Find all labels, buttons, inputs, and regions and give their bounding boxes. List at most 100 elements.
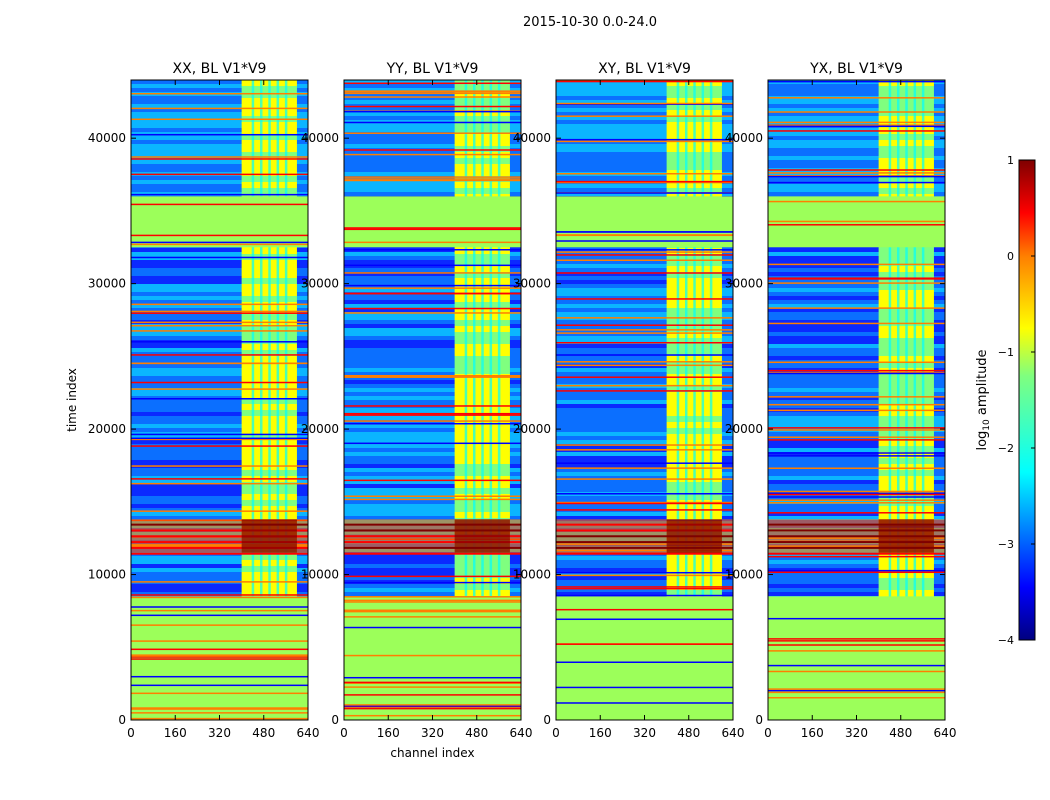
bright-line <box>768 552 945 555</box>
time-line <box>768 696 945 699</box>
heatmap-row <box>768 248 945 252</box>
time-line <box>768 640 945 642</box>
time-line <box>344 626 521 629</box>
time-line <box>556 180 733 183</box>
heatmap-row <box>768 480 945 484</box>
heatmap-row <box>344 336 521 340</box>
time-line <box>768 172 945 174</box>
bright-line <box>344 529 521 532</box>
heatmap-row <box>131 160 308 164</box>
time-line <box>768 569 945 572</box>
heatmap-row <box>556 576 733 580</box>
heatmap-row <box>131 408 308 412</box>
heatmap-row <box>556 344 733 348</box>
heatmap-row <box>768 460 945 464</box>
x-tick-label: 320 <box>845 726 868 740</box>
time-line <box>344 96 521 98</box>
heatmap-row <box>556 580 733 584</box>
heatmap-row <box>768 388 945 392</box>
heatmap-row <box>556 464 733 468</box>
heatmap-row <box>768 164 945 168</box>
heatmap-row <box>344 328 521 332</box>
time-line <box>344 284 521 287</box>
bright-line <box>556 535 733 538</box>
heatmap-row <box>556 452 733 456</box>
bright-line <box>556 541 733 544</box>
heatmap-row <box>131 316 308 320</box>
time-line <box>131 478 308 480</box>
heatmap-row <box>344 100 521 104</box>
heatmap-row <box>556 496 733 500</box>
heatmap-row <box>344 84 521 88</box>
time-line <box>556 181 733 184</box>
time-line <box>556 618 733 621</box>
heatmap-row <box>556 160 733 164</box>
heatmap-row <box>556 584 733 588</box>
time-line <box>344 110 521 113</box>
heatmap-row <box>556 312 733 316</box>
bright-line <box>131 535 308 538</box>
heatmap-row <box>344 396 521 400</box>
heatmap-row <box>556 484 733 488</box>
time-line <box>556 317 733 319</box>
heatmap-row <box>131 484 308 488</box>
heatmap-row <box>131 168 308 172</box>
time-line <box>768 436 945 438</box>
heatmap-row <box>131 364 308 368</box>
heatmap-row <box>768 364 945 368</box>
channel-stripe <box>497 80 501 720</box>
bright-line <box>131 546 308 549</box>
heatmap-row <box>344 116 521 120</box>
time-line <box>556 390 733 392</box>
time-line <box>556 364 733 367</box>
heatmap-row <box>556 380 733 384</box>
time-line <box>131 107 308 110</box>
heatmap-row <box>344 428 521 432</box>
colorbar-gradient <box>1018 159 1036 641</box>
heatmap-row <box>768 448 945 452</box>
heatmap-row <box>344 432 521 436</box>
heatmap-row <box>768 192 945 196</box>
time-line <box>344 704 521 706</box>
heatmap-row <box>768 452 945 456</box>
heatmap-row <box>768 148 945 152</box>
heatmap-row <box>344 296 521 300</box>
time-line <box>344 581 521 584</box>
heatmap-row <box>768 560 945 564</box>
bright-line <box>768 535 945 538</box>
heatmap-row <box>768 108 945 112</box>
y-tick-label: 30000 <box>301 277 339 291</box>
bright-line <box>131 541 308 544</box>
bright-line <box>344 546 521 549</box>
time-line <box>556 571 733 574</box>
colorbar-tick-label: −3 <box>998 538 1014 551</box>
heatmap-row <box>344 276 521 280</box>
heatmap-row <box>131 284 308 288</box>
time-line <box>131 243 308 246</box>
heatmap-row <box>131 96 308 100</box>
bright-line <box>768 523 945 526</box>
bright-core <box>241 519 297 553</box>
time-line <box>131 92 308 95</box>
time-line <box>768 130 945 132</box>
heatmap-row <box>768 504 945 508</box>
y-tick-label: 30000 <box>88 277 126 291</box>
x-tick-label: 160 <box>801 726 824 740</box>
time-line <box>131 707 308 709</box>
time-line <box>768 490 945 493</box>
x-tick-label: 320 <box>421 726 444 740</box>
time-line <box>344 374 521 377</box>
heatmap-row <box>131 88 308 92</box>
heatmap-row <box>768 272 945 276</box>
heatmap-row <box>556 564 733 568</box>
heatmap-row <box>556 416 733 420</box>
heatmap-row <box>768 280 945 284</box>
heatmap-row <box>556 288 733 292</box>
time-line <box>556 501 733 504</box>
y-tick-label: 10000 <box>725 568 763 582</box>
time-line <box>344 601 521 603</box>
time-line <box>768 124 945 126</box>
time-line <box>131 437 308 440</box>
time-line <box>131 321 308 324</box>
